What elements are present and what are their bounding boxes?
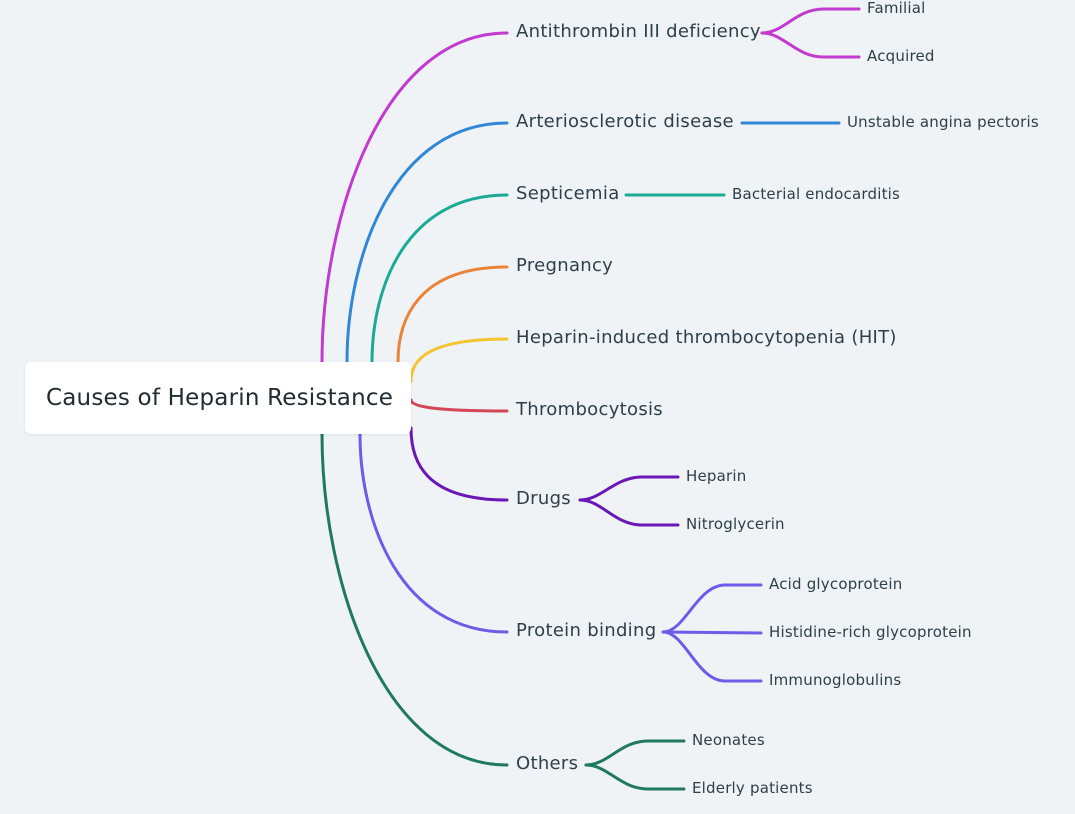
branch-connector <box>370 193 509 364</box>
branch-connector <box>320 31 509 364</box>
branch-label[interactable]: Heparin-induced thrombocytopenia (HIT) <box>516 327 897 349</box>
child-label[interactable]: Histidine-rich glycoprotein <box>769 622 972 641</box>
child-label[interactable]: Immunoglobulins <box>769 670 902 689</box>
child-connector <box>584 763 686 791</box>
child-label[interactable]: Acquired <box>867 46 935 65</box>
branch-connector <box>358 432 509 634</box>
child-connector <box>578 475 680 502</box>
root-node[interactable]: Causes of Heparin Resistance <box>25 362 411 434</box>
branch-label[interactable]: Pregnancy <box>516 255 614 277</box>
branch-connector <box>409 426 509 502</box>
branch-label[interactable]: Drugs <box>516 488 571 510</box>
child-connector <box>760 31 861 59</box>
child-label[interactable]: Neonates <box>692 730 765 749</box>
branch-label[interactable]: Thrombocytosis <box>516 399 663 421</box>
branch-label[interactable]: Protein binding <box>516 620 657 642</box>
branch-connector <box>409 337 509 383</box>
branch-label[interactable]: Antithrombin III deficiency <box>516 21 761 43</box>
child-connector <box>661 630 763 635</box>
branch-label[interactable]: Others <box>516 753 579 775</box>
branch-connector <box>345 121 509 364</box>
child-connector <box>661 583 763 634</box>
child-label[interactable]: Bacterial endocarditis <box>732 184 901 203</box>
child-label[interactable]: Familial <box>867 0 926 17</box>
child-label[interactable]: Nitroglycerin <box>686 514 785 533</box>
child-label[interactable]: Acid glycoprotein <box>769 574 903 593</box>
branch-label[interactable]: Arteriosclerotic disease <box>516 111 734 133</box>
branch-connector <box>320 432 509 767</box>
root-label: Causes of Heparin Resistance <box>46 385 394 411</box>
branch-connector <box>396 265 509 364</box>
child-connector <box>661 630 763 683</box>
branch-label[interactable]: Septicemia <box>516 183 620 205</box>
child-label[interactable]: Unstable angina pectoris <box>847 112 1039 131</box>
child-label[interactable]: Heparin <box>686 466 747 485</box>
child-connector <box>760 7 861 35</box>
child-connector <box>584 739 686 767</box>
child-label[interactable]: Elderly patients <box>692 778 813 797</box>
branch-connector <box>409 398 509 413</box>
child-connector <box>578 498 680 527</box>
